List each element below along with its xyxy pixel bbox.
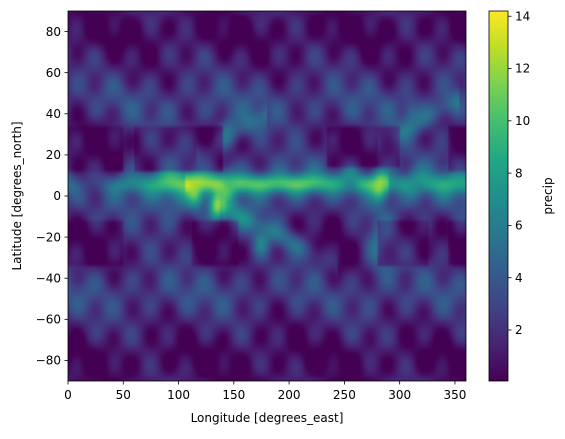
x-axis-ticks: 0 50 100 150 200 250 300 350 — [64, 381, 466, 402]
x-axis-label: Longitude [degrees_east] — [191, 411, 344, 425]
colorbar: 2 4 6 8 10 12 14 precip — [488, 9, 555, 382]
x-tick-label: 300 — [388, 388, 411, 402]
y-tick-label: 80 — [46, 25, 61, 39]
colorbar-tick-label: 14 — [515, 9, 530, 23]
y-tick-label: 40 — [46, 107, 61, 121]
colorbar-frame — [488, 10, 509, 382]
y-tick-label: 20 — [46, 148, 61, 162]
x-tick-label: 0 — [64, 388, 72, 402]
heatmap-raster — [68, 11, 466, 381]
colorbar-tick-label: 12 — [515, 62, 530, 76]
x-tick-label: 150 — [222, 388, 245, 402]
colorbar-tick-label: 10 — [515, 114, 530, 128]
precip-field-image — [68, 11, 466, 381]
colorbar-ticks: 2 4 6 8 10 12 14 — [508, 9, 530, 337]
y-tick-label: −60 — [36, 313, 61, 327]
colorbar-tick-label: 2 — [515, 323, 523, 337]
y-tick-label: −40 — [36, 271, 61, 285]
colorbar-label: precip — [541, 177, 555, 214]
x-tick-label: 200 — [278, 388, 301, 402]
y-tick-label: 60 — [46, 66, 61, 80]
y-tick-label: 0 — [53, 189, 61, 203]
x-tick-label: 100 — [167, 388, 190, 402]
colorbar-tick-label: 6 — [515, 219, 523, 233]
x-tick-label: 250 — [333, 388, 356, 402]
colorbar-tick-label: 8 — [515, 166, 523, 180]
x-tick-label: 350 — [443, 388, 466, 402]
x-tick-label: 50 — [116, 388, 131, 402]
colorbar-tick-label: 4 — [515, 271, 523, 285]
y-axis-label: Latitude [degrees_north] — [10, 121, 24, 270]
y-axis-ticks: −80 −60 −40 −20 0 20 40 60 80 — [36, 25, 68, 368]
y-tick-label: −20 — [36, 230, 61, 244]
colorbar-gradient — [489, 11, 508, 381]
y-tick-label: −80 — [36, 354, 61, 368]
